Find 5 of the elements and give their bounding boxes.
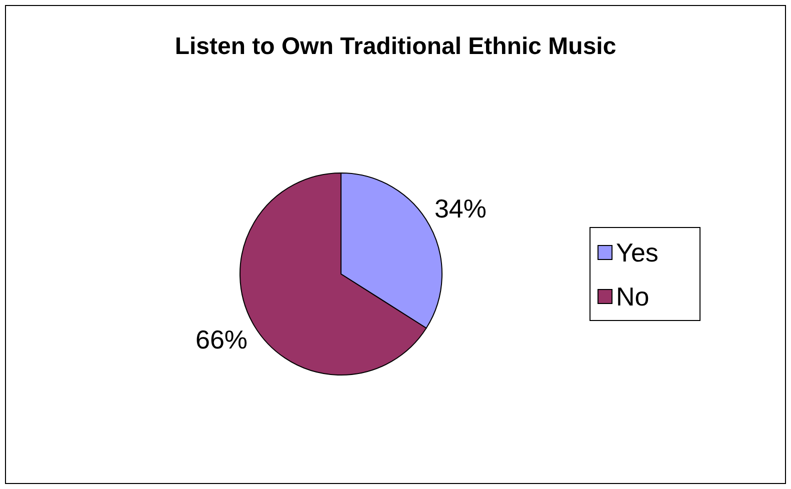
chart-title: Listen to Own Traditional Ethnic Music [174,33,616,60]
data-label: 34% [434,193,487,224]
data-label: 66% [195,324,248,355]
legend-label: Yes [616,238,658,268]
legend-label: No [616,282,650,312]
